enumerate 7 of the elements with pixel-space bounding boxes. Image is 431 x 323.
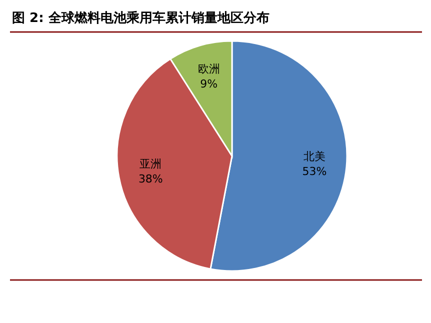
data-label: 9% <box>200 77 218 90</box>
slice-label: 北美 <box>303 150 326 163</box>
data-label: 38% <box>138 172 163 186</box>
slice-label: 亚洲 <box>140 158 162 171</box>
chart-title: 图 2: 全球燃料电池乘用车累计销量地区分布 <box>12 10 270 26</box>
data-label: 53% <box>302 164 327 178</box>
slice-label: 欧洲 <box>198 62 220 76</box>
